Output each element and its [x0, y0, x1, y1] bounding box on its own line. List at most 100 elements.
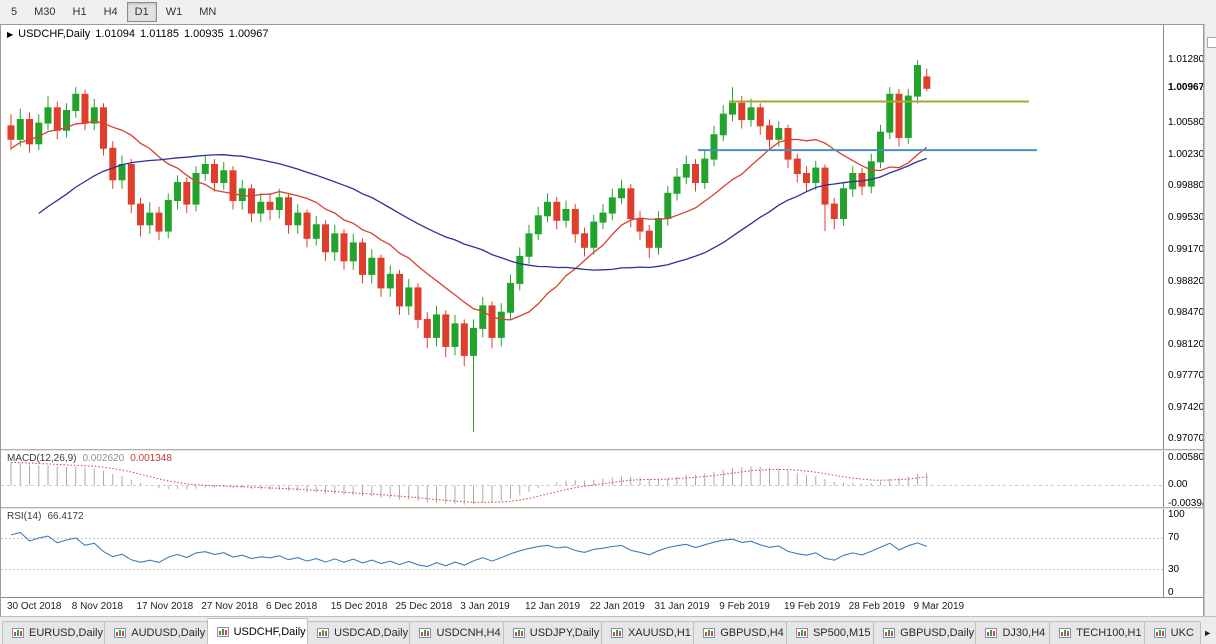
chart-tab-USDJPY-Daily[interactable]: USDJPY,Daily [502, 621, 602, 644]
mini-chart-icon [610, 628, 623, 638]
pane-splitter[interactable] [1, 449, 1203, 451]
window-scroll-area[interactable] [1204, 24, 1216, 616]
mini-chart-icon [703, 628, 716, 638]
timeframe-button-W1[interactable]: W1 [165, 6, 183, 18]
timeframe-button-M30[interactable]: M30 [34, 6, 56, 18]
chart-tab-GBPUSD-H4[interactable]: GBPUSD,H4 [693, 621, 787, 644]
tab-scroll-right-button[interactable]: ► [1203, 628, 1213, 638]
price-axis-label: 1.01280 [1168, 54, 1203, 66]
mini-chart-icon [12, 628, 24, 638]
chart-tab-DJ30-H4[interactable]: DJ30,H4 [975, 621, 1051, 644]
mini-chart-icon [1059, 628, 1072, 638]
macd-label: MACD(12,26,9) 0.002620 0.001348 [7, 453, 172, 464]
macd-axis-label: -0.003945 [1168, 498, 1203, 507]
date-axis-label: 31 Jan 2019 [654, 601, 710, 612]
date-axis-label: 3 Jan 2019 [460, 601, 510, 612]
macd-signal-line [10, 462, 927, 503]
price-pane: ▶ USDCHF,Daily 1.01094 1.01185 1.00935 1… [1, 25, 1203, 449]
timeframe-button-H1[interactable]: H1 [72, 6, 87, 18]
mini-chart-icon [512, 628, 525, 638]
chart-title: ▶ USDCHF,Daily 1.01094 1.01185 1.00935 1… [7, 28, 269, 40]
price-axis: 1.01280 1.00580 1.00230 0.99880 0.99530 0.991… [1163, 25, 1203, 449]
timeframe-toolbar: 5 M30 H1 H4 D1 W1 MN [0, 0, 1216, 25]
date-axis-label: 25 Dec 2018 [395, 601, 453, 612]
date-axis-label: 9 Feb 2019 [719, 601, 770, 612]
macd-pane: MACD(12,26,9) 0.002620 0.001348 0.005802… [1, 451, 1203, 507]
price-axis-label: 0.98820 [1168, 275, 1203, 287]
macd-chart-canvas[interactable] [1, 451, 1163, 507]
date-axis-label: 30 Oct 2018 [7, 601, 62, 612]
symbol-marker-icon: ▶ [7, 29, 14, 39]
chart-tab-UKC[interactable]: UKC [1143, 621, 1201, 644]
rsi-axis-label: 100 [1168, 509, 1185, 520]
ma-fast-line [10, 120, 928, 321]
date-axis-label: 15 Dec 2018 [330, 601, 388, 612]
chart-tab-USDCNH-H4[interactable]: USDCNH,H4 [409, 621, 504, 644]
rsi-name: RSI(14) [7, 511, 42, 522]
price-axis-label: 0.97770 [1168, 370, 1203, 382]
symbol-timeframe-label: USDCHF,Daily [18, 28, 91, 40]
ma-slow-line [38, 154, 928, 271]
rsi-value: 66.4172 [47, 511, 84, 522]
timeframe-button-D1[interactable]: D1 [126, 2, 157, 22]
chart-tab-USDCHF-Daily[interactable]: USDCHF,Daily [206, 618, 309, 644]
date-axis-label: 27 Nov 2018 [201, 601, 258, 612]
chart-tab-bar: EURUSD,Daily AUDUSD,Daily USDCHF,Daily USDC… [0, 616, 1216, 644]
macd-name: MACD(12,26,9) [7, 453, 77, 464]
timeframe-button-5[interactable]: 5 [11, 6, 18, 18]
date-axis-label: 17 Nov 2018 [136, 601, 194, 612]
date-axis-label: 6 Dec 2018 [266, 601, 318, 612]
chart-window: ▶ USDCHF,Daily 1.01094 1.01185 1.00935 1… [0, 24, 1204, 616]
current-price-label: 1.00967 [1168, 82, 1203, 94]
chart-tab-SP500-M15[interactable]: SP500,M15 [785, 621, 875, 644]
macd-signal-value: 0.001348 [130, 453, 172, 464]
price-chart-canvas[interactable] [1, 25, 1163, 449]
price-axis-label: 0.98120 [1168, 338, 1203, 350]
date-axis: 30 Oct 2018 8 Nov 2018 17 Nov 2018 27 Nov 2… [1, 597, 1203, 616]
date-axis-label: 8 Nov 2018 [71, 601, 123, 612]
mini-chart-icon [317, 628, 330, 638]
rsi-label: RSI(14) 66.4172 [7, 511, 84, 522]
chart-tab-TECH100-H1[interactable]: TECH100,H1 [1049, 621, 1145, 644]
rsi-axis-label: 70 [1168, 532, 1180, 544]
rsi-axis-label: 30 [1168, 563, 1180, 575]
price-axis-label: 1.00580 [1168, 117, 1203, 129]
timeframe-button-H4[interactable]: H4 [103, 6, 118, 18]
chart-tab-USDCAD-Daily[interactable]: USDCAD,Daily [307, 621, 411, 644]
timeframe-button-MN[interactable]: MN [199, 6, 217, 18]
date-axis-label: 22 Jan 2019 [589, 601, 645, 612]
chart-tab-GBPUSD-Daily[interactable]: GBPUSD,Daily [873, 621, 977, 644]
rsi-axis-label: 0 [1168, 587, 1174, 598]
mini-chart-icon [883, 628, 896, 638]
price-axis-label: 0.97070 [1168, 433, 1203, 445]
price-axis-label: 1.00230 [1168, 148, 1203, 160]
chart-tab-EURUSD-Daily[interactable]: EURUSD,Daily [2, 621, 106, 644]
price-axis-label: 0.99880 [1168, 180, 1203, 192]
rsi-chart-canvas[interactable] [1, 509, 1163, 597]
ohlc-low: 1.00935 [184, 28, 224, 40]
macd-axis: 0.005802 0.00 -0.003945 [1163, 451, 1203, 507]
chart-tab-AUDUSD-Daily[interactable]: AUDUSD,Daily [104, 621, 208, 644]
mini-chart-icon [216, 626, 229, 637]
mini-chart-icon [1153, 628, 1166, 638]
pane-splitter[interactable] [1, 507, 1203, 509]
macd-main-value: 0.002620 [82, 453, 125, 464]
scrollbar-thumb[interactable] [1207, 37, 1216, 48]
rsi-pane: RSI(14) 66.4172 100 70 30 0 [1, 509, 1203, 597]
price-axis-label: 0.99170 [1168, 244, 1203, 256]
mini-chart-icon [985, 628, 998, 638]
price-axis-label: 0.97420 [1168, 401, 1203, 413]
date-axis-label: 9 Mar 2019 [913, 601, 965, 612]
date-axis-label: 28 Feb 2019 [848, 601, 905, 612]
mini-chart-icon [114, 628, 127, 638]
price-axis-label: 0.99530 [1168, 211, 1203, 223]
rsi-line [10, 531, 927, 568]
mini-chart-icon [795, 628, 808, 638]
macd-axis-label: 0.00 [1168, 479, 1188, 491]
macd-axis-label: 0.005802 [1168, 451, 1203, 463]
date-axis-label: 12 Jan 2019 [525, 601, 581, 612]
price-axis-label: 0.98470 [1168, 307, 1203, 319]
chart-tab-XAUUSD-H1[interactable]: XAUUSD,H1 [600, 621, 695, 644]
rsi-axis: 100 70 30 0 [1163, 509, 1203, 597]
